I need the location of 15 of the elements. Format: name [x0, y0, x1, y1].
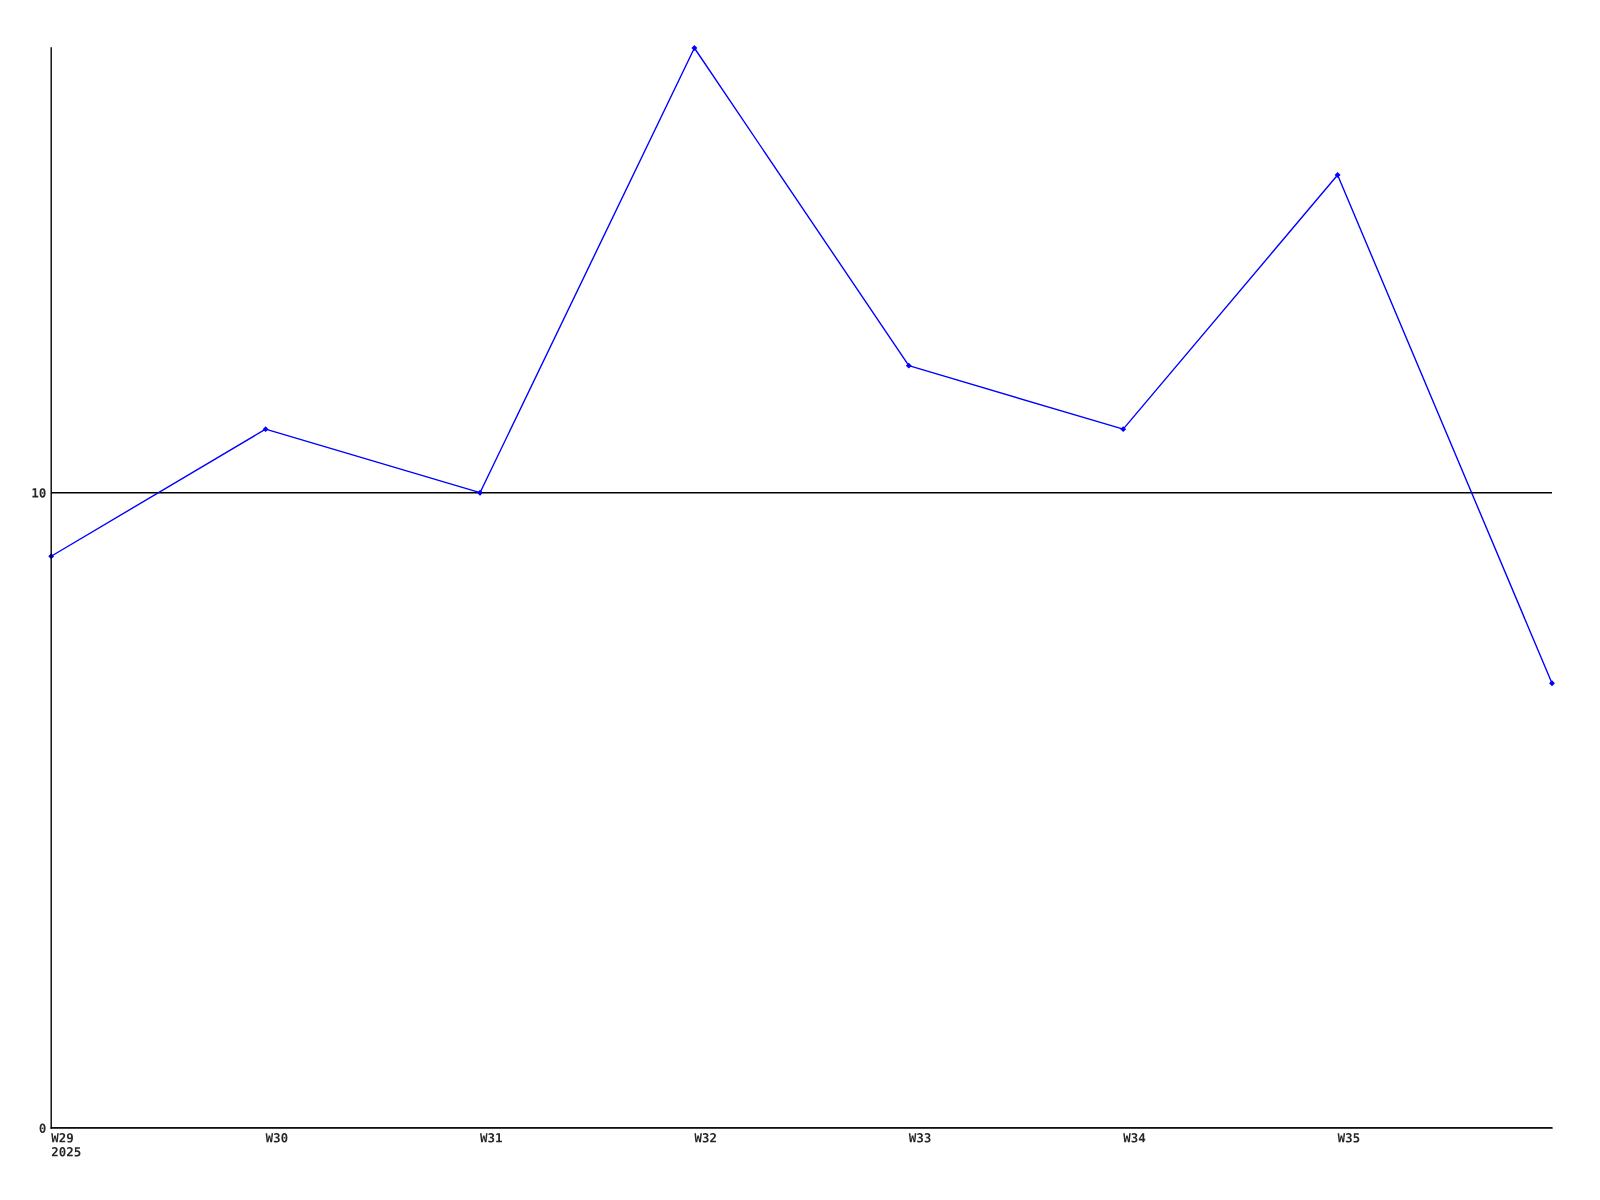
point: [1549, 680, 1555, 687]
point: [1334, 172, 1341, 178]
x-tick-label: W33: [908, 1133, 931, 1143]
x-tick-label: W30: [265, 1133, 288, 1143]
x-tick-label: W31: [480, 1133, 502, 1143]
y-tick-label: 10: [32, 488, 46, 498]
point: [905, 362, 912, 369]
y-tick-label: 0: [39, 1123, 46, 1133]
point: [691, 45, 698, 51]
x-tick-label: W32: [694, 1133, 716, 1143]
x-tick-label: W35: [1337, 1133, 1360, 1143]
x-tick-label: W29 2025: [51, 1133, 81, 1157]
point: [262, 426, 269, 433]
x-tick-label: W34: [1123, 1133, 1146, 1143]
point: [477, 489, 483, 496]
